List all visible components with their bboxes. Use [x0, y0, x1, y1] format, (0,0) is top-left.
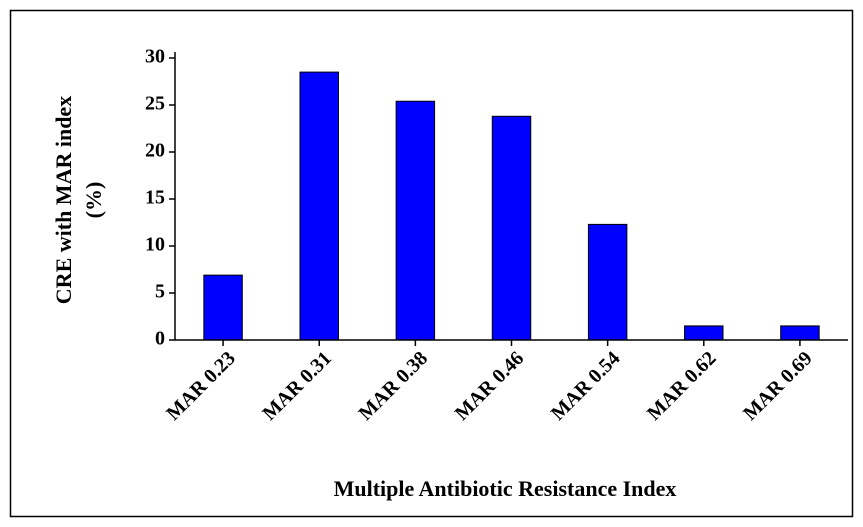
y-axis-label: (%) — [81, 182, 106, 219]
bar — [203, 274, 243, 341]
y-tick-label: 15 — [145, 187, 165, 209]
y-tick-label: 20 — [145, 140, 165, 162]
y-axis-label: CRE with MAR index — [51, 96, 76, 304]
y-tick-label: 30 — [145, 46, 165, 68]
y-tick-label: 0 — [155, 328, 165, 350]
y-tick-label: 25 — [145, 93, 165, 115]
bar — [395, 100, 436, 341]
bar — [299, 71, 339, 341]
x-axis-label: Multiple Antibiotic Resistance Index — [334, 476, 677, 501]
bar — [684, 325, 724, 341]
bar — [491, 115, 532, 341]
bar — [587, 223, 628, 341]
y-tick-label: 5 — [155, 281, 165, 303]
y-tick-label: 10 — [145, 234, 165, 256]
bar — [780, 325, 820, 341]
